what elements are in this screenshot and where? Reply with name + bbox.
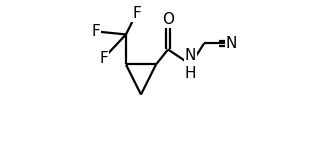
Text: O: O	[162, 12, 174, 27]
Text: F: F	[132, 6, 141, 21]
Text: F: F	[99, 51, 108, 66]
Text: N: N	[226, 36, 237, 51]
Text: N
H: N H	[185, 48, 196, 81]
Text: F: F	[91, 24, 100, 39]
